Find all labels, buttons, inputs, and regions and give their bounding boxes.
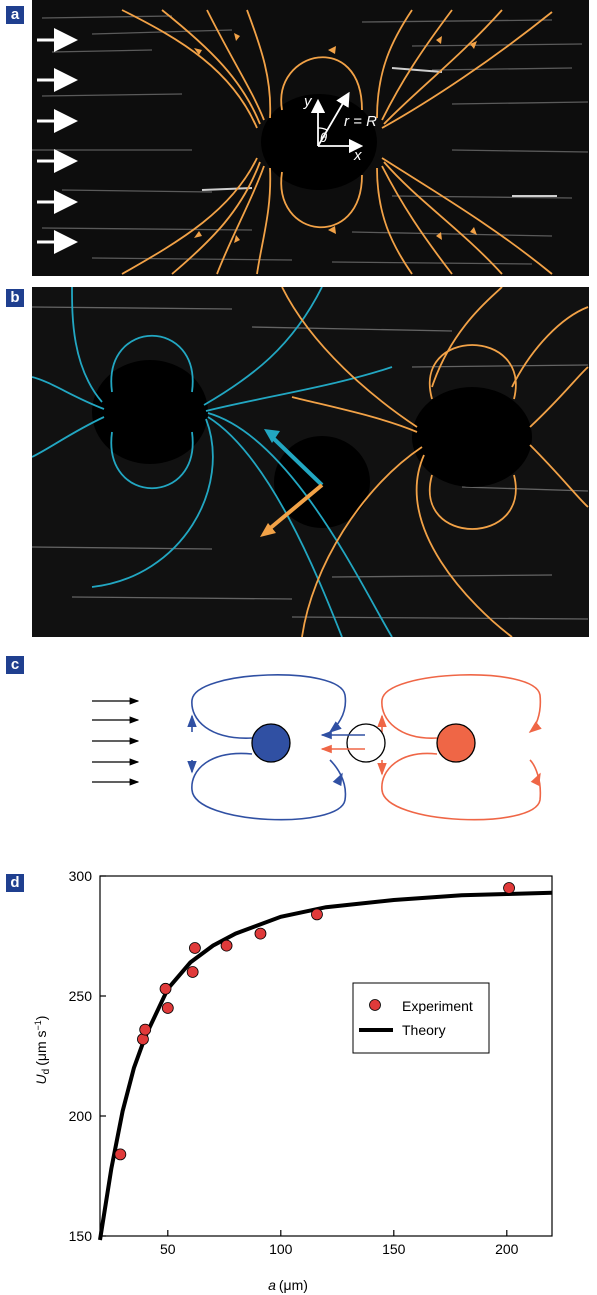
panel-label-b: b (6, 289, 24, 307)
experiment-point (159, 982, 172, 995)
y-tick-label: 250 (69, 988, 93, 1004)
micrograph-a: y r = R θ x (32, 0, 589, 276)
blue-sphere (251, 723, 291, 763)
open-sphere (346, 723, 386, 763)
experiment-point (503, 882, 515, 894)
x-tick-label: 100 (269, 1241, 293, 1257)
red-sphere (436, 723, 476, 763)
micrograph-b (32, 287, 589, 637)
x-tick-label: 200 (495, 1241, 519, 1257)
y-tick-label: 200 (69, 1108, 93, 1124)
x-tick-label: 50 (160, 1241, 176, 1257)
schematic-c (92, 674, 542, 821)
experiment-points (114, 882, 515, 1161)
panel-label-c: c (6, 656, 24, 674)
y-tick-label: 150 (69, 1228, 93, 1244)
legend-experiment-label: Experiment (402, 998, 473, 1014)
theta-label: θ (320, 130, 327, 145)
flow-arrows (37, 28, 78, 254)
chart-d: 50 100 150 200 150 200 250 300 Experiment Theor… (33, 868, 553, 1293)
experiment-point (311, 908, 323, 921)
x-axis-label: a (μm) (268, 1277, 308, 1293)
experiment-point (220, 939, 233, 952)
coordinate-axes (310, 91, 364, 154)
legend-experiment-marker (369, 999, 381, 1011)
experiment-point (137, 1033, 149, 1046)
experiment-point (254, 927, 267, 940)
axis-y-label: y (303, 93, 313, 110)
y-tick-label: 300 (69, 868, 93, 884)
experiment-point (189, 942, 201, 954)
x-tick-label: 150 (382, 1241, 406, 1257)
experiment-point (186, 966, 199, 978)
legend-theory-label: Theory (402, 1022, 446, 1038)
micrograph-b-drawing (32, 287, 589, 637)
radius-label: r = R (344, 113, 377, 130)
incoming-flow-arrows (92, 697, 140, 786)
micrograph-a-drawing: y r = R θ x (32, 0, 589, 276)
panel-label-d: d (6, 874, 24, 892)
y-axis-label: Ud(μm s−1) (33, 1016, 52, 1085)
plot-frame (99, 875, 553, 1237)
experiment-point (139, 1023, 152, 1036)
legend: Experiment Theory (352, 982, 490, 1054)
panel-label-a: a (6, 6, 24, 24)
legend-box (352, 982, 490, 1054)
axis-x-label: x (353, 147, 362, 164)
experiment-point (161, 1002, 174, 1014)
experiment-point (114, 1148, 127, 1161)
theory-curve (98, 890, 553, 1241)
axis-ticks: 50 100 150 200 150 200 250 300 (69, 868, 519, 1257)
